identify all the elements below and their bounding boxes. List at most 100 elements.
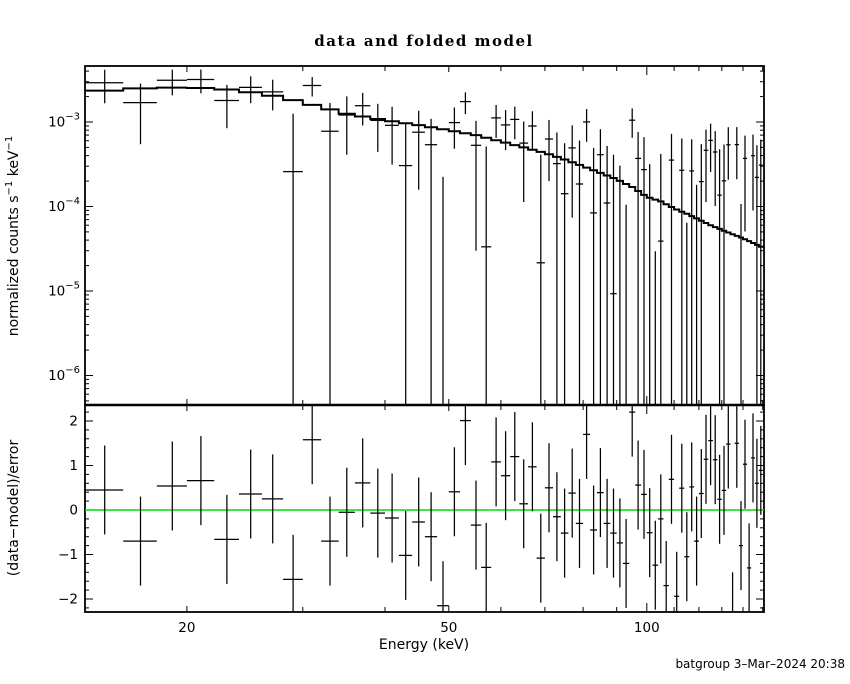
residual-point: [641, 449, 647, 539]
residual-point: [528, 422, 537, 512]
data-point: [635, 132, 642, 405]
data-point: [560, 143, 569, 405]
residual-point: [635, 440, 642, 530]
residual-point: [85, 445, 124, 535]
data-point: [398, 123, 413, 405]
svg-text:−1: −1: [58, 547, 78, 563]
residual-point: [646, 488, 653, 578]
data-point: [519, 121, 529, 202]
data-point: [721, 144, 727, 405]
residual-point: [510, 412, 520, 502]
residual-point: [734, 405, 739, 488]
residual-point: [658, 474, 664, 564]
spectrum-data-points: [85, 69, 763, 405]
svg-text:50: 50: [440, 620, 457, 636]
data-point: [679, 138, 685, 405]
data-point: [544, 119, 553, 182]
residual-point: [283, 534, 303, 612]
data-point: [734, 127, 739, 180]
residual-point: [370, 468, 385, 558]
data-point: [743, 135, 748, 232]
data-point: [610, 154, 617, 405]
data-point: [470, 120, 482, 251]
data-point: [708, 123, 713, 172]
residual-point: [684, 512, 690, 602]
data-point: [321, 103, 339, 405]
residual-data-points: [85, 405, 763, 612]
svg-text:10−5: 10−5: [48, 281, 80, 300]
data-point: [568, 125, 576, 218]
data-point: [536, 154, 545, 405]
residual-point: [674, 551, 680, 612]
residual-point: [590, 485, 597, 575]
residual-point: [519, 459, 529, 549]
data-point: [370, 103, 385, 152]
data-point: [668, 133, 675, 405]
data-point: [698, 144, 704, 405]
data-point: [448, 107, 460, 149]
data-point: [491, 105, 501, 138]
residual-point: [575, 478, 584, 568]
svg-text:2: 2: [69, 414, 78, 430]
residual-point: [629, 405, 636, 457]
residual-point: [623, 518, 630, 608]
residual-point: [597, 448, 604, 538]
data-point: [510, 106, 520, 140]
residual-point: [755, 438, 759, 528]
data-point: [755, 145, 759, 405]
x-axis-label: Energy (keV): [379, 637, 469, 653]
residual-point: [123, 496, 157, 586]
residual-point: [616, 498, 623, 588]
data-point: [302, 77, 322, 97]
svg-text:1: 1: [69, 458, 78, 474]
data-point: [156, 69, 187, 96]
residual-point: [663, 541, 669, 612]
residual-point: [261, 454, 284, 544]
residual-point: [703, 414, 709, 504]
residual-point: [448, 447, 460, 537]
data-point: [500, 110, 511, 151]
residual-point: [698, 449, 704, 538]
panel-frames: [84, 65, 765, 613]
svg-text:−2: −2: [58, 592, 78, 608]
data-point: [338, 96, 355, 155]
data-point: [123, 83, 157, 145]
residual-point: [652, 520, 659, 610]
residual-point: [470, 480, 482, 570]
axis-ticks: [85, 66, 764, 612]
y-axis-label-bottom: (data−model)/error: [6, 440, 22, 577]
data-point: [590, 147, 597, 405]
residual-point: [412, 477, 425, 567]
residual-point: [553, 472, 561, 562]
data-point: [385, 106, 399, 165]
residual-point: [708, 405, 713, 486]
data-point: [641, 137, 647, 405]
residual-point: [186, 436, 215, 526]
data-point: [658, 153, 664, 405]
residual-point: [491, 417, 501, 507]
footer-timestamp: batgroup 3–Mar–2024 20:38: [675, 657, 845, 671]
residual-point: [726, 405, 731, 489]
data-point: [597, 129, 604, 405]
residual-point: [738, 501, 743, 591]
residual-point: [712, 415, 718, 505]
data-point: [751, 134, 755, 211]
residual-point: [568, 448, 576, 538]
y-axis-label-top: normalized counts s−1 keV−1: [4, 136, 22, 337]
residual-point: [424, 492, 438, 582]
residual-point: [481, 522, 492, 612]
data-point: [186, 69, 215, 94]
svg-text:10−6: 10−6: [48, 365, 80, 384]
residual-point: [460, 405, 471, 466]
residual-point: [239, 449, 262, 539]
residual-point: [500, 431, 511, 521]
data-point: [354, 92, 371, 126]
data-point: [726, 127, 731, 180]
residual-point: [544, 443, 553, 533]
data-point: [703, 129, 709, 203]
residual-point: [354, 438, 371, 528]
data-point: [603, 146, 611, 405]
plot-title: data and folded model: [314, 32, 533, 50]
